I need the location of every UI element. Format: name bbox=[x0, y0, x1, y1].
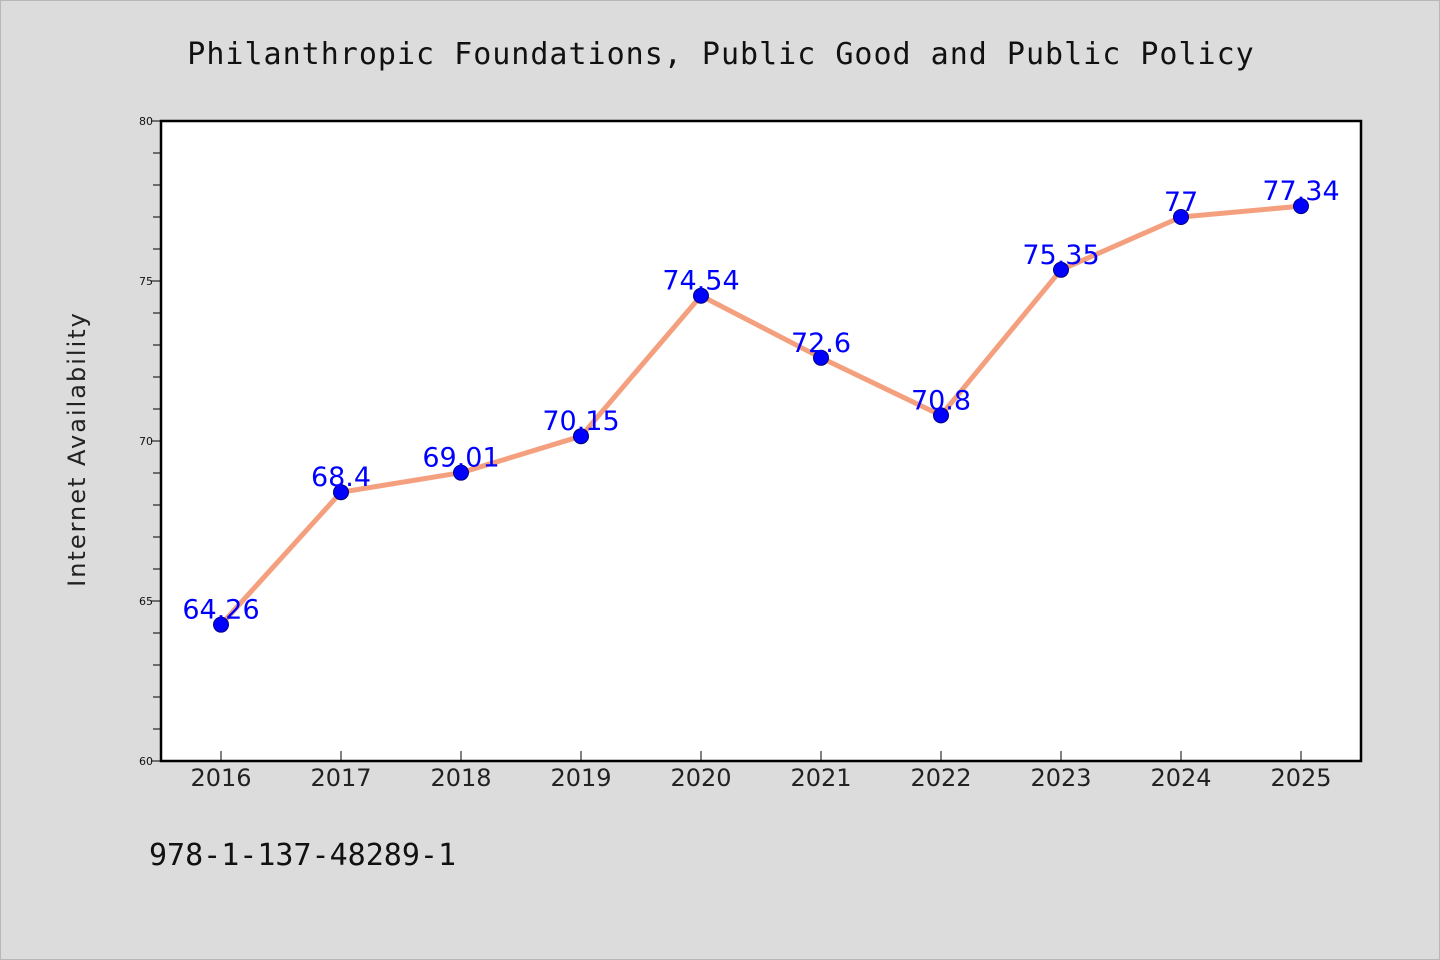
data-point-marker bbox=[933, 407, 949, 424]
data-point-label: 64.26 bbox=[182, 595, 259, 626]
data-point-marker bbox=[813, 349, 829, 366]
data-point-marker bbox=[213, 616, 229, 633]
series-line bbox=[218, 203, 1304, 628]
y-tick-label: 80 bbox=[139, 115, 153, 128]
data-point-label: 70.8 bbox=[911, 385, 971, 416]
y-axis: 60 65 70 75 80 bbox=[139, 115, 161, 768]
data-point-label: 77.34 bbox=[1262, 176, 1339, 207]
data-point-marker bbox=[1173, 209, 1189, 225]
data-point-marker bbox=[1293, 198, 1309, 215]
x-axis: 2016 2017 2018 2019 2020 2021 2022 2023 2024 2025 bbox=[190, 751, 1332, 792]
data-point-marker bbox=[693, 287, 709, 304]
data-point-label: 72.6 bbox=[791, 328, 851, 359]
x-tick-label: 2025 bbox=[1270, 764, 1331, 792]
data-labels: 64.26 68.4 69.01 70.15 74.54 72.6 70.8 75.35 77 7… bbox=[182, 176, 1339, 626]
data-point-label: 75.35 bbox=[1022, 240, 1099, 271]
data-point-marker bbox=[1053, 261, 1069, 278]
x-tick-label: 2018 bbox=[430, 764, 491, 792]
chart-title: Philanthropic Foundations, Public Good a… bbox=[187, 37, 1254, 72]
data-point-marker bbox=[333, 484, 349, 501]
y-tick-label: 60 bbox=[139, 755, 153, 768]
data-point-marker bbox=[573, 428, 589, 445]
data-point-label: 77 bbox=[1164, 187, 1198, 218]
y-tick-label: 75 bbox=[139, 275, 153, 288]
series-line-group bbox=[213, 198, 1309, 633]
x-tick-label: 2020 bbox=[670, 764, 731, 792]
x-tick-label: 2023 bbox=[1030, 764, 1091, 792]
y-axis-label: Internet Availability bbox=[63, 311, 91, 587]
data-point-label: 68.4 bbox=[311, 462, 371, 493]
data-point-label: 74.54 bbox=[662, 266, 739, 297]
isbn-footer: 978-1-137-48289-1 bbox=[149, 838, 456, 873]
x-tick-label: 2019 bbox=[550, 764, 611, 792]
y-tick-label: 65 bbox=[139, 595, 153, 608]
x-tick-label: 2021 bbox=[790, 764, 851, 792]
x-tick-label: 2022 bbox=[910, 764, 971, 792]
x-tick-label: 2024 bbox=[1150, 764, 1211, 792]
y-tick-label: 70 bbox=[139, 435, 153, 448]
x-tick-label: 2017 bbox=[310, 764, 371, 792]
x-tick-label: 2016 bbox=[190, 764, 251, 792]
data-point-marker bbox=[453, 464, 469, 481]
data-point-label: 69.01 bbox=[422, 443, 499, 474]
data-point-label: 70.15 bbox=[542, 406, 619, 437]
